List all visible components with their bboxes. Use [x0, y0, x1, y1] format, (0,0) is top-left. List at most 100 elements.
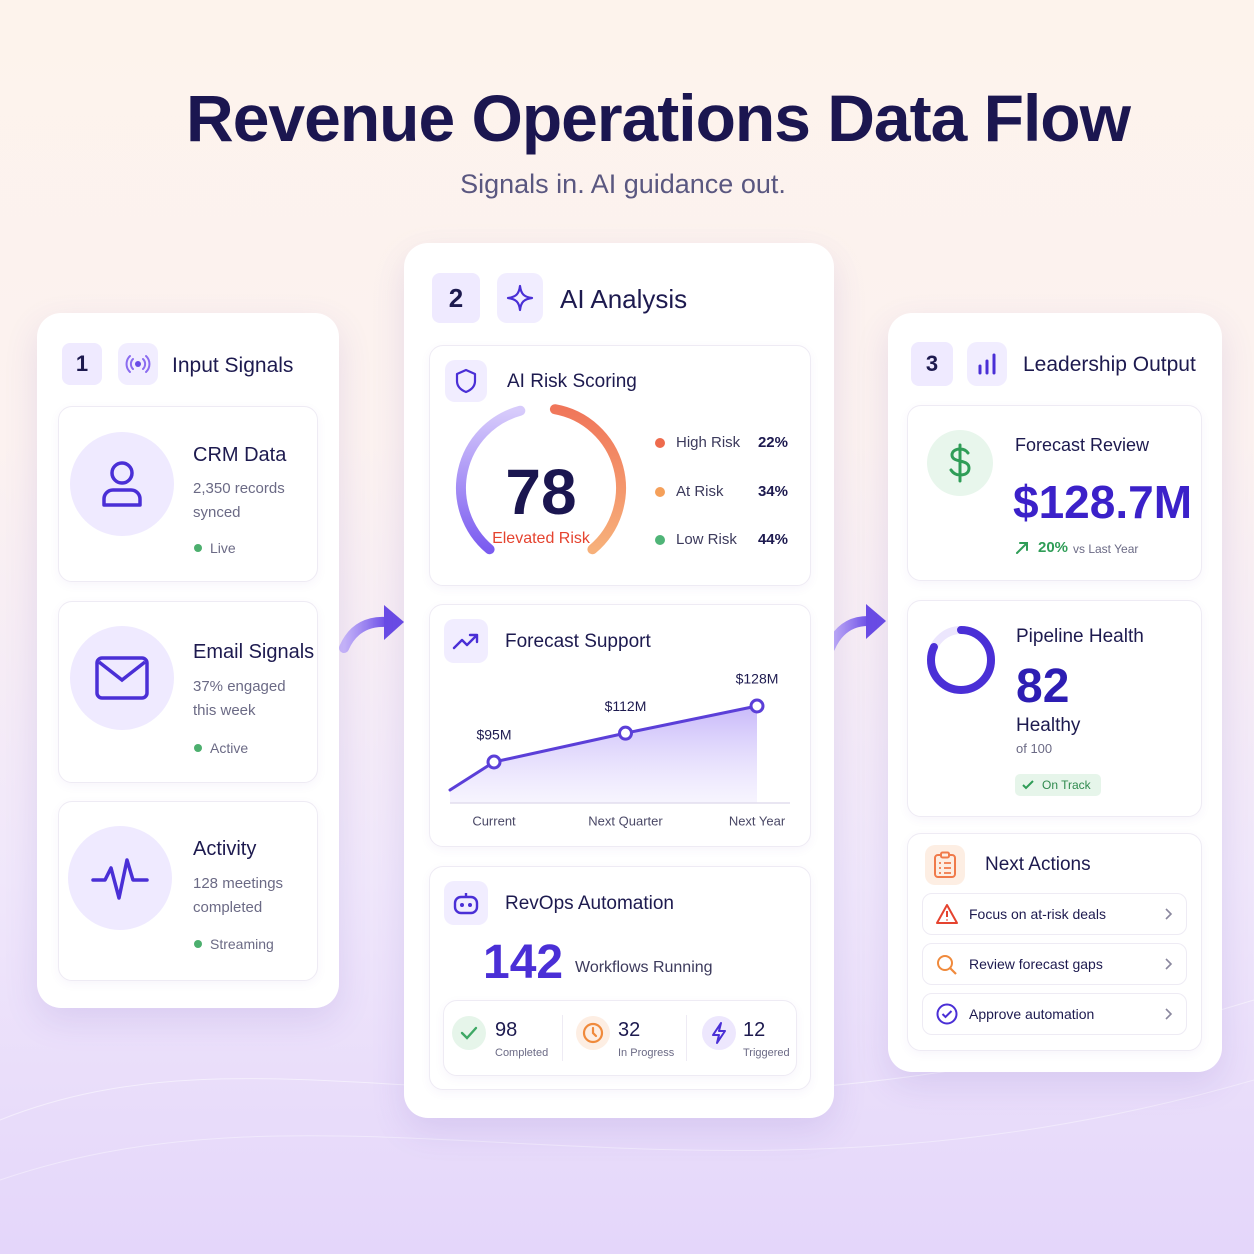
- workflow-count: 142: [483, 936, 564, 989]
- category-label: Next Quarter: [588, 813, 663, 828]
- risk-label: At Risk: [676, 482, 724, 500]
- flow-arrow-head: [866, 604, 886, 639]
- workflow-label: Workflows Running: [575, 959, 713, 976]
- panel-title: Next Actions: [985, 854, 1091, 875]
- status-dot: [194, 940, 202, 948]
- progress-icon: [576, 1016, 610, 1050]
- icon: [506, 284, 534, 312]
- stat-value: 12: [743, 1019, 766, 1041]
- value-label: $112M: [605, 698, 647, 714]
- card-title: AI Analysis: [560, 284, 688, 314]
- panel-title: Pipeline Health: [1016, 626, 1144, 647]
- risk-value: 44%: [757, 531, 788, 548]
- icon: [453, 893, 479, 915]
- forecast-change: 20%: [1038, 539, 1069, 556]
- icon: [949, 443, 971, 483]
- forecast-point: [618, 725, 633, 741]
- status-dot: [194, 744, 202, 752]
- signal-detail: 37% engaged this week: [193, 678, 286, 719]
- dollar-icon: [927, 430, 993, 496]
- step-badge: 1: [62, 343, 102, 385]
- signal-status: Live: [210, 540, 236, 556]
- signal-icon: [118, 343, 158, 385]
- health-ring: [927, 626, 995, 694]
- forecast-chart: $95M Current $112M Next Quarter $128M Next Ye…: [448, 671, 790, 828]
- value-label: $128M: [736, 671, 779, 687]
- status-text: On Track: [1042, 778, 1091, 792]
- sparkle-icon: [497, 273, 543, 323]
- card-title: Input Signals: [172, 354, 294, 377]
- ring-value: [927, 626, 995, 694]
- check-icon: [936, 1003, 958, 1025]
- action-text: Approve automation: [969, 1006, 1095, 1022]
- signal-title: CRM Data: [193, 444, 287, 466]
- signal-title: Activity: [193, 838, 257, 860]
- chevron: [1165, 1008, 1173, 1020]
- clipboard-icon: [925, 845, 965, 885]
- up-arrow: [1016, 542, 1028, 554]
- gauge-arc: [549, 404, 626, 555]
- forecast-value: $128.7M: [1013, 476, 1193, 528]
- gauge-arc: [456, 405, 526, 555]
- area-fill: [450, 706, 757, 803]
- stat-label: Triggered: [743, 1047, 790, 1059]
- wave: [0, 1079, 1254, 1181]
- signal-detail: 2,350 records synced: [193, 480, 285, 521]
- card-title: Leadership Output: [1023, 353, 1196, 376]
- value-label: $95M: [476, 727, 511, 743]
- risk-gauge: [456, 404, 626, 555]
- forecast-change-label: vs Last Year: [1073, 542, 1139, 556]
- search-icon: [937, 955, 957, 975]
- health-label: Healthy: [1016, 715, 1081, 736]
- icon: [95, 656, 149, 700]
- panel-title: RevOps Automation: [505, 893, 674, 914]
- chevron: [1165, 958, 1173, 970]
- divider: [562, 1015, 563, 1061]
- stats-panel: [443, 1000, 797, 1076]
- signal-status: Active: [210, 740, 249, 756]
- stat-label: In Progress: [618, 1047, 675, 1059]
- signal-status: Streaming: [210, 936, 274, 952]
- action-row[interactable]: Approve automation: [922, 993, 1187, 1035]
- category-label: Next Year: [729, 813, 786, 828]
- subtitle: Signals in. AI guidance out.: [460, 169, 786, 199]
- panel-title: Forecast Support: [505, 631, 651, 652]
- health-scale: of 100: [1016, 741, 1053, 756]
- chevron: [1165, 908, 1173, 920]
- risk-dot: [655, 438, 665, 448]
- signal-title: Email Signals: [193, 641, 315, 663]
- risk-label: High Risk: [676, 434, 741, 451]
- action-row[interactable]: Review forecast gaps: [922, 943, 1187, 985]
- health-score: 82: [1016, 660, 1070, 713]
- risk-value: 22%: [757, 434, 788, 451]
- icon: [91, 858, 149, 900]
- panel-title: Forecast Review: [1015, 435, 1150, 455]
- bars-icon: [967, 342, 1007, 386]
- icon: [455, 368, 477, 394]
- icon: [125, 355, 151, 373]
- completed-icon: [452, 1016, 486, 1050]
- triggered-icon: [702, 1016, 736, 1050]
- action-text: Review forecast gaps: [969, 956, 1103, 972]
- signal-detail: 128 meetings completed: [193, 875, 284, 916]
- email-icon: [70, 626, 174, 730]
- icon: [712, 1022, 726, 1044]
- risk-score: 78: [505, 456, 577, 528]
- icon: [1022, 780, 1034, 790]
- panel-title: AI Risk Scoring: [507, 371, 637, 392]
- activity-icon: [68, 826, 172, 930]
- stat-value: 32: [618, 1019, 641, 1041]
- title: Revenue Operations Data Flow: [186, 81, 1131, 155]
- icon: [978, 353, 996, 375]
- icon: [102, 461, 142, 507]
- risk-level: Elevated Risk: [492, 530, 590, 547]
- flow-arrow-head: [384, 605, 404, 640]
- risk-value: 34%: [757, 482, 788, 500]
- action-row[interactable]: Focus on at-risk deals: [922, 893, 1187, 935]
- trend-icon: [444, 619, 488, 663]
- shield-icon: [445, 360, 487, 402]
- stat-label: Completed: [495, 1047, 549, 1059]
- bot-icon: [444, 881, 488, 925]
- icon: [460, 1026, 478, 1040]
